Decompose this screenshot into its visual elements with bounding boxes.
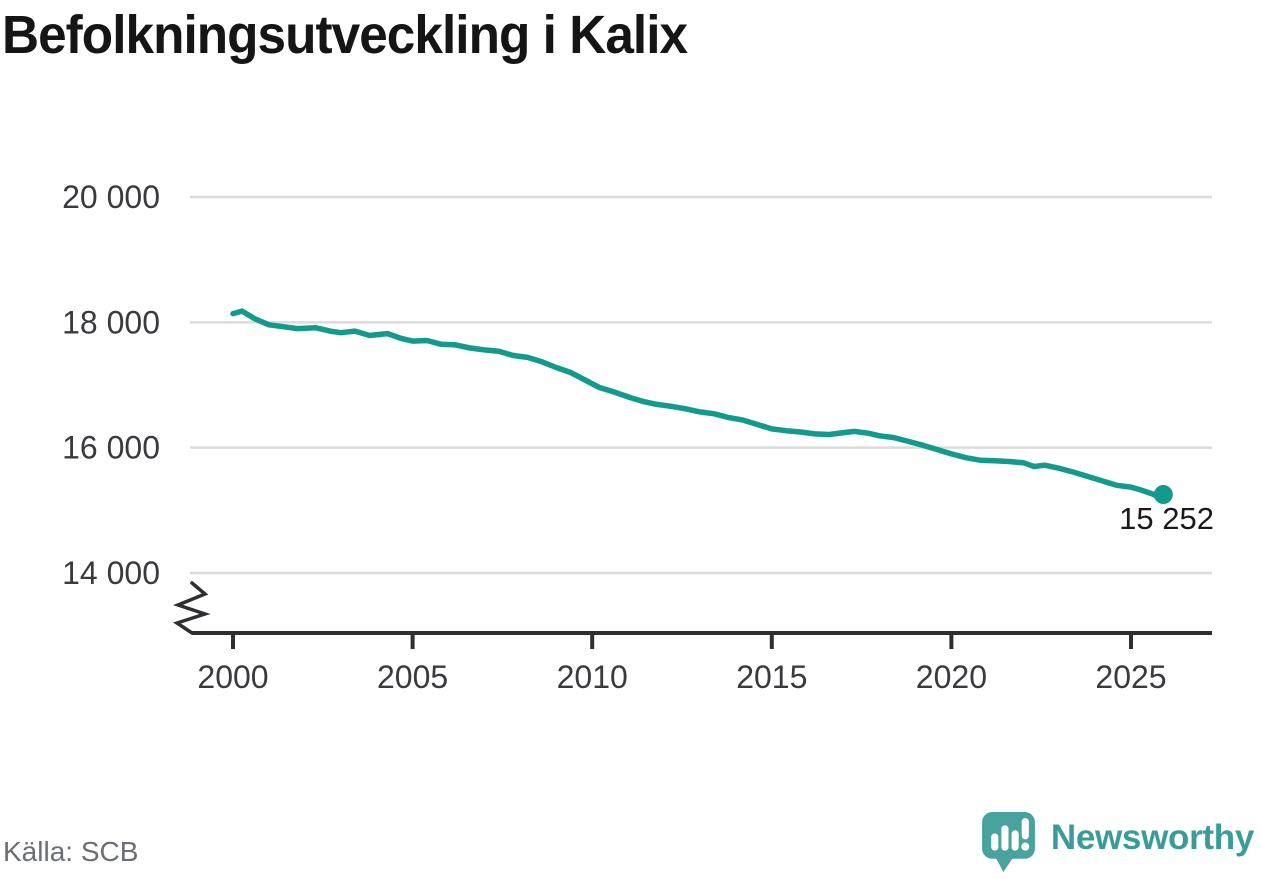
end-point-marker <box>1153 485 1173 505</box>
y-axis-tick-label: 20 000 <box>62 179 160 215</box>
page-title: Befolkningsutveckling i Kalix <box>2 5 688 65</box>
x-axis-tick-label: 2010 <box>557 659 628 695</box>
axis-break-icon <box>172 581 211 635</box>
x-axis-tick-label: 2020 <box>916 659 987 695</box>
newsworthy-logo-icon <box>981 812 1035 872</box>
y-axis-tick-label: 18 000 <box>62 304 160 340</box>
x-axis-tick-label: 2025 <box>1095 659 1166 695</box>
y-axis-tick-label: 16 000 <box>62 430 160 466</box>
x-axis-tick-label: 2005 <box>377 659 448 695</box>
end-value-label: 15 252 <box>1119 501 1214 536</box>
source-label: Källa: SCB <box>3 836 139 867</box>
x-axis-tick-label: 2015 <box>736 659 807 695</box>
y-axis-tick-label: 14 000 <box>62 555 160 591</box>
newsworthy-logo-text: Newsworthy <box>1050 818 1254 857</box>
newsworthy-logo: Newsworthy <box>981 812 1254 873</box>
population-line <box>230 308 1167 500</box>
x-axis-tick-label: 2000 <box>197 659 268 695</box>
